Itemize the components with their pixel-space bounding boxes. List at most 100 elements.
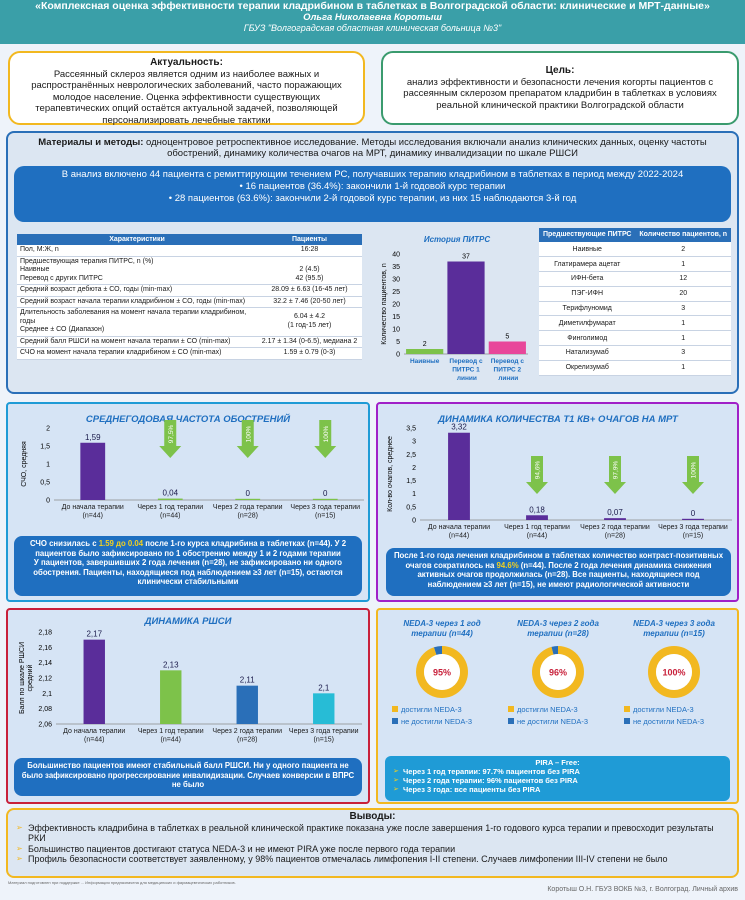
char-cell: Средний возраст дебюта ± СО, годы (min-m… — [17, 284, 257, 297]
donut-slice — [433, 646, 443, 655]
char-cell: Длительность заболевания на момент начал… — [17, 307, 257, 337]
x-tick-label: Через 1 год терапии (n=44) — [138, 728, 204, 744]
table-row: Окрелизумаб 1 — [539, 360, 731, 376]
y-tick-label: 0,5 — [40, 480, 50, 487]
char-cell: Средний балл РШСИ на момент начала терап… — [17, 336, 257, 348]
y-tick-label: 3 — [412, 439, 416, 446]
bar — [406, 349, 444, 354]
prior-therapy-table: Предшествующие ПИТРС Количество пациенто… — [539, 228, 731, 376]
legend-label: не достигли NEDA-3 — [517, 717, 588, 726]
y-tick-label: 25 — [392, 289, 400, 296]
data-label: 0,07 — [607, 508, 623, 517]
decrease-arrow-icon — [236, 420, 259, 458]
legend-label: не достигли NEDA-3 — [401, 717, 472, 726]
y-tick-label: 1,5 — [40, 444, 50, 451]
poster-organization: ГБУЗ "Волгоградская областная клиническа… — [243, 23, 502, 33]
table-row: Пол, М:Ж, n 16:28 — [17, 245, 362, 257]
char-value: 2 (4.5) 42 (95.5) — [257, 256, 362, 285]
conclusions-box: Выводы: Эффективность кладрибина в табле… — [6, 808, 739, 878]
relapse-summary: СЧО снизилась с 1.59 до 0.04 после 1-го … — [14, 536, 362, 596]
mri-summary: После 1-го года лечения кладрибином в та… — [386, 548, 731, 596]
pitrs-drug: Наивные — [539, 242, 636, 258]
pitrs-drug: Окрелизумаб — [539, 360, 636, 376]
donut-center-label: 95% — [433, 668, 451, 678]
chart-title: ДИНАМИКА РШСИ — [144, 616, 232, 627]
arrow-percent-label: 100% — [245, 425, 252, 442]
pitrs-drug: Терифлуномид — [539, 301, 636, 317]
donut-center-label: 96% — [549, 668, 567, 678]
data-label: 2,13 — [163, 660, 179, 669]
table-row: Средний балл РШСИ на момент начала терап… — [17, 336, 362, 348]
x-tick-label: Через 3 года терапии (n=15) — [289, 728, 359, 744]
y-axis-label: Кол-во очагов, среднее — [387, 436, 394, 512]
donut-hole — [540, 654, 576, 690]
y-tick-label: 40 — [392, 252, 400, 259]
data-label: 0 — [246, 489, 251, 498]
bar — [447, 261, 485, 354]
x-tick-label: Через 1 год терапии (n=44) — [504, 524, 570, 540]
y-tick-label: 20 — [392, 302, 400, 309]
bar — [488, 341, 526, 354]
methods-text: Материалы и методы: одноцентровое ретрос… — [8, 133, 737, 159]
legend-swatch — [392, 718, 398, 724]
char-header-val: Пациенты — [257, 234, 362, 245]
bar — [235, 498, 261, 500]
y-tick-label: 2 — [46, 426, 50, 433]
char-cell: Пол, М:Ж, n — [17, 245, 257, 257]
legend-swatch — [392, 706, 398, 712]
char-value: 6.04 ± 4.2 (1 год-15 лет) — [257, 307, 362, 337]
y-tick-label: 1,5 — [406, 478, 416, 485]
y-tick-label: 0 — [396, 352, 400, 359]
data-label: 0,04 — [162, 489, 178, 498]
char-cell: Средний возраст начала терапии кладрибин… — [17, 296, 257, 308]
y-tick-label: 2,16 — [38, 645, 52, 652]
legend-label: достигли NEDA-3 — [401, 705, 462, 714]
donut-slice — [416, 646, 468, 698]
y-tick-label: 0 — [412, 518, 416, 525]
y-tick-label: 5 — [396, 339, 400, 346]
pitrs-count: 12 — [635, 271, 731, 287]
conclusion-item: Большинство пациентов достигают статуса … — [16, 844, 729, 855]
donut-title: NEDA-3 через 3 года терапии (n=15) — [633, 619, 715, 638]
x-tick-label: Через 3 года терапии (n=15) — [290, 504, 360, 520]
data-label: 37 — [462, 254, 470, 261]
decrease-arrow-icon — [314, 420, 337, 458]
edss-summary: Большинство пациентов имеют стабильный б… — [14, 758, 362, 796]
pitrs-count: 1 — [635, 330, 731, 347]
decrease-arrow-icon — [682, 456, 704, 494]
y-tick-label: 2,14 — [38, 660, 52, 667]
y-axis-label: Количество пациентов, n — [381, 263, 388, 345]
x-tick-label: Перевод с ПИТРС 2 линии — [491, 358, 525, 382]
relevance-text: Рассеянный склероз является одним из наи… — [31, 68, 342, 126]
bar — [80, 442, 106, 500]
table-row: Длительность заболевания на момент начал… — [17, 307, 362, 337]
mri-lesions-chart: ДИНАМИКА КОЛИЧЕСТВА Т1 КВ+ ОЧАГОВ НА МРТ… — [387, 414, 732, 540]
data-label: 0 — [323, 489, 328, 498]
poster-title: «Комплексная оценка эффективности терапи… — [35, 0, 710, 12]
footer-disclaimer: Материал подготовлен при поддержке ... И… — [8, 880, 236, 885]
y-tick-label: 30 — [392, 277, 400, 284]
donut-slice — [648, 646, 700, 698]
relevance-box: Актуальность: Рассеянный склероз являетс… — [8, 51, 365, 126]
table-row: ИФН-бета 12 — [539, 271, 731, 287]
bar — [83, 639, 105, 724]
table-row: Средний возраст дебюта ± СО, годы (min-m… — [17, 284, 362, 297]
y-tick-label: 2,18 — [38, 630, 52, 637]
legend-swatch — [508, 718, 514, 724]
bar — [157, 498, 183, 500]
y-tick-label: 1 — [46, 462, 50, 469]
table-row: Финголимод 1 — [539, 330, 731, 347]
arrow-percent-label: 100% — [691, 461, 698, 478]
pitrs-count: 20 — [635, 286, 731, 302]
poster-header: «Комплексная оценка эффективности терапи… — [0, 0, 745, 44]
char-value: 2.17 ± 1.34 (0-6.5), медиана 2 — [257, 336, 362, 348]
decrease-arrow-icon — [604, 456, 626, 494]
table-row: Терифлуномид 3 — [539, 301, 731, 317]
pitrs-count: 3 — [635, 345, 731, 361]
y-tick-label: 10 — [392, 327, 400, 334]
pitrs-drug: Натализумаб — [539, 345, 636, 361]
y-tick-label: 2,06 — [38, 722, 52, 729]
neda-charts: NEDA-3 через 1 год терапии (n=44) 95% дости… — [392, 619, 715, 726]
y-tick-label: 35 — [392, 264, 400, 271]
poster-author: Ольга Николаевна Коротыш — [303, 12, 442, 23]
